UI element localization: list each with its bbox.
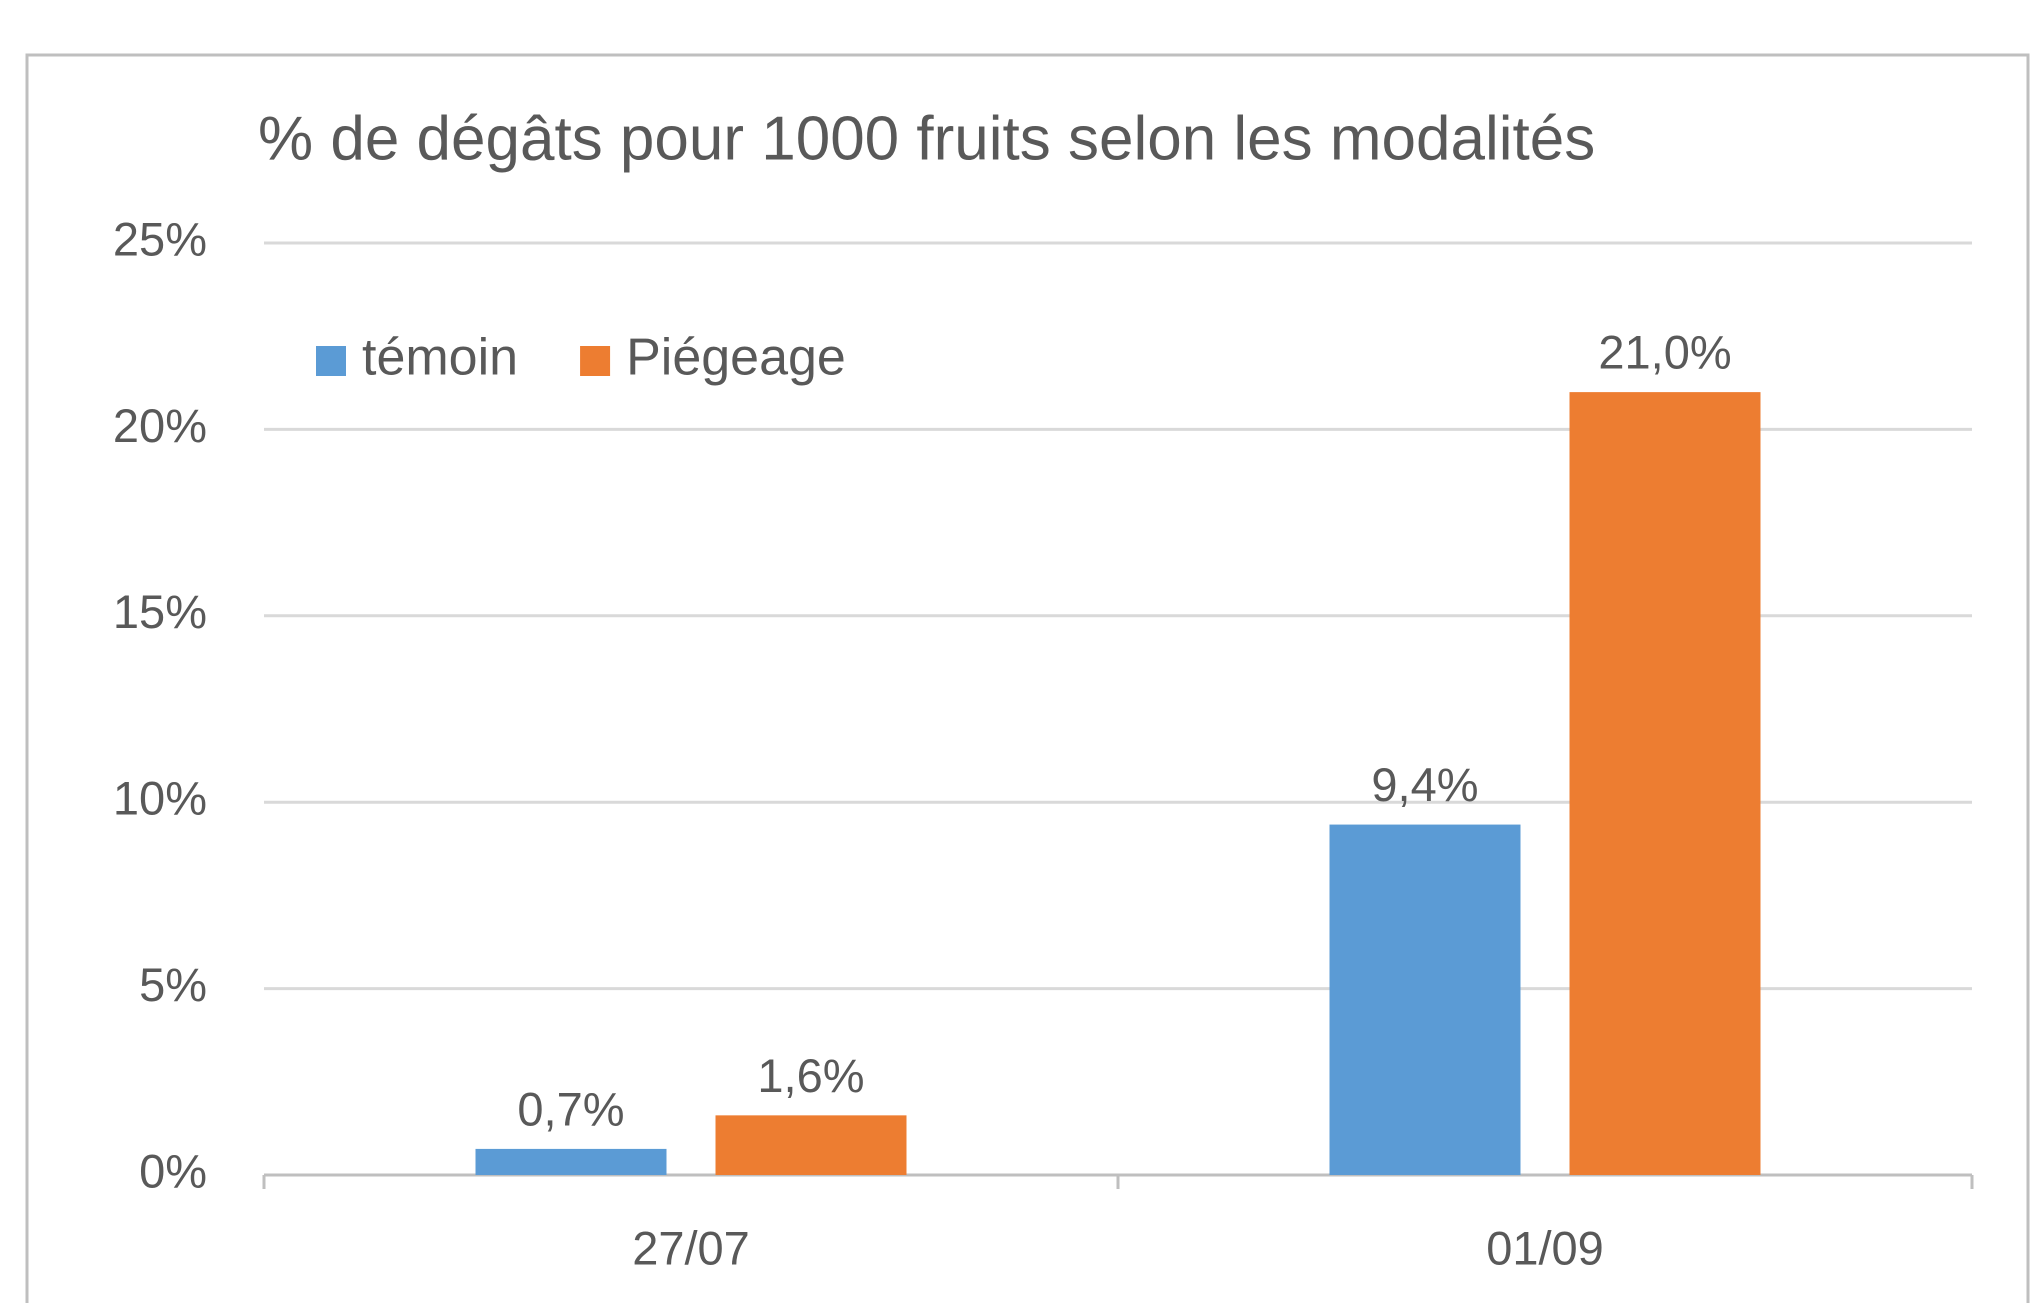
data-label: 9,4%: [1371, 758, 1478, 811]
y-tick-label: 10%: [113, 772, 207, 825]
y-tick-label: 15%: [113, 585, 207, 638]
data-label: 0,7%: [517, 1082, 624, 1135]
y-tick-label: 0%: [139, 1144, 207, 1197]
bar: [1329, 824, 1521, 1175]
y-tick-label: 5%: [139, 958, 207, 1011]
bar: [475, 1148, 667, 1175]
legend-swatch: [580, 346, 611, 376]
chart-title: % de dégâts pour 1000 fruits selon les m…: [258, 104, 1595, 173]
legend-swatch: [316, 346, 346, 376]
x-tick-label: 01/09: [1486, 1221, 1604, 1274]
legend-label: Piégeage: [626, 329, 846, 387]
bar: [715, 1115, 907, 1175]
bar: [1569, 392, 1761, 1175]
legend-label: témoin: [362, 329, 518, 387]
y-tick-label: 25%: [113, 212, 207, 265]
data-label: 21,0%: [1598, 326, 1731, 379]
data-label: 1,6%: [757, 1049, 864, 1102]
y-tick-label: 20%: [113, 399, 207, 452]
x-tick-label: 27/07: [632, 1221, 750, 1274]
